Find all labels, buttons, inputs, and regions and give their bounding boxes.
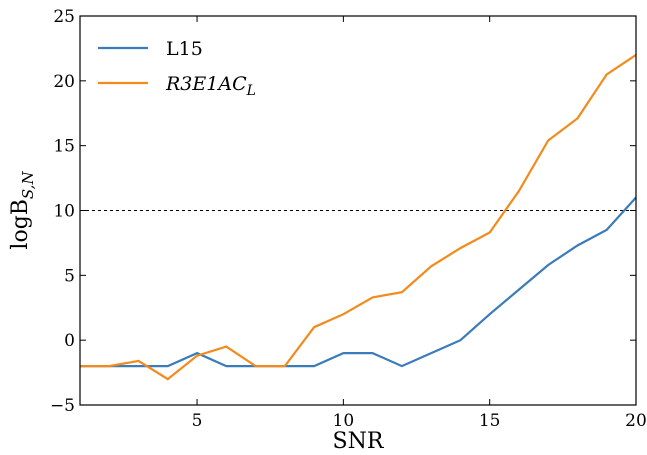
y-tick-label: −5 <box>50 396 75 416</box>
x-tick-label: 15 <box>479 411 501 431</box>
series-line-r3e1ac <box>80 53 637 381</box>
series-line-l15 <box>80 196 637 368</box>
legend-label-l15: L15 <box>166 38 203 60</box>
y-tick-label: 20 <box>53 72 75 92</box>
y-axis-label-main: logB <box>8 199 33 250</box>
y-tick-label: 5 <box>64 266 75 286</box>
x-tick-label: 20 <box>625 411 647 431</box>
x-tick-label: 10 <box>333 411 355 431</box>
y-tick-label: 10 <box>53 202 75 222</box>
ticks-layer: 5 10 15 20 −5 0 5 10 15 20 25 <box>50 7 647 431</box>
legend: L15 R3E1ACL <box>98 38 256 99</box>
y-tick-label: 25 <box>53 7 75 27</box>
x-axis-label: SNR <box>333 429 385 454</box>
x-tick-label: 5 <box>192 411 203 431</box>
y-tick-label: 15 <box>53 137 75 157</box>
legend-label-r3e1ac-subscript: L <box>246 83 256 99</box>
legend-label-r3e1ac-main: R3E1AC <box>165 73 247 95</box>
y-axis-label: logBS,N <box>8 171 37 250</box>
series-layer <box>80 53 637 381</box>
y-axis-label-subscript: S,N <box>19 171 37 200</box>
legend-label-r3e1ac: R3E1ACL <box>165 73 256 99</box>
y-tick-label: 0 <box>64 331 75 351</box>
